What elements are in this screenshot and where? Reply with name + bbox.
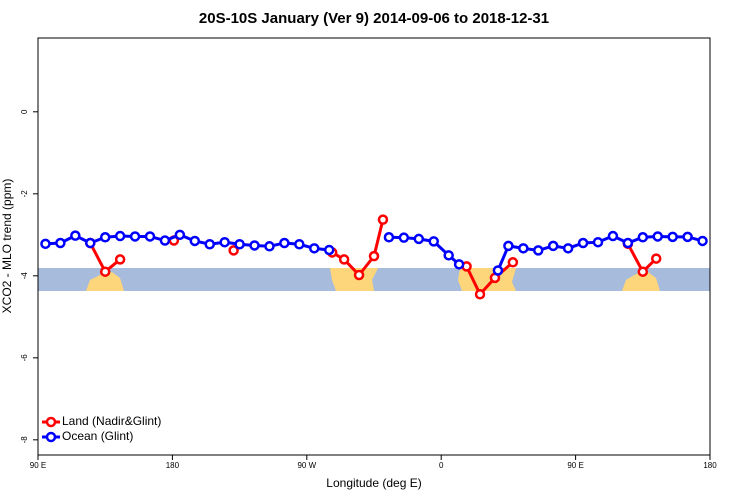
point xyxy=(637,232,649,243)
point xyxy=(234,238,245,250)
point xyxy=(114,254,126,265)
legend-label: Land (Nadir&Glint) xyxy=(62,414,161,428)
point xyxy=(562,243,574,254)
land-shape xyxy=(330,268,378,291)
point xyxy=(55,237,66,249)
point xyxy=(70,230,81,241)
x-tick-label: 180 xyxy=(703,461,717,470)
point xyxy=(507,257,519,268)
x-tick-label: 180 xyxy=(166,461,180,470)
point xyxy=(40,238,51,250)
point xyxy=(650,253,662,264)
point xyxy=(294,238,305,250)
y-tick-label: 0 xyxy=(20,109,29,114)
point xyxy=(607,230,619,242)
point xyxy=(323,244,335,256)
point xyxy=(279,237,290,249)
point xyxy=(85,237,96,249)
land-shape xyxy=(622,272,660,291)
point xyxy=(174,229,186,241)
point xyxy=(204,238,215,250)
point xyxy=(428,236,439,247)
point xyxy=(264,241,275,252)
x-axis-label: Longitude (deg E) xyxy=(326,476,421,490)
point xyxy=(682,231,693,243)
point xyxy=(159,235,171,246)
point xyxy=(309,243,320,254)
point xyxy=(577,237,589,249)
point xyxy=(667,231,678,243)
x-tick-label: 90 E xyxy=(567,461,583,470)
point xyxy=(398,232,410,243)
point xyxy=(383,232,395,243)
point xyxy=(368,250,380,262)
point xyxy=(652,231,663,242)
x-tick-label: 90 W xyxy=(297,461,316,470)
legend-marker xyxy=(45,431,57,443)
y-tick-label: -6 xyxy=(20,354,29,362)
point xyxy=(503,240,514,252)
point xyxy=(443,250,454,261)
y-axis-label: XCO2 - MLO trend (ppm) xyxy=(0,179,14,314)
legend-label: Ocean (Glint) xyxy=(62,429,133,443)
point xyxy=(114,230,126,242)
y-tick-label: -4 xyxy=(20,272,29,280)
point xyxy=(99,266,111,277)
land-shape xyxy=(86,272,124,291)
point xyxy=(453,259,465,270)
chart-title: 20S-10S January (Ver 9) 2014-09-06 to 20… xyxy=(199,10,549,27)
point xyxy=(228,245,239,256)
point xyxy=(353,269,365,281)
y-tick-label: -8 xyxy=(20,436,29,444)
point xyxy=(518,243,529,254)
point xyxy=(637,266,649,277)
point xyxy=(219,236,230,248)
x-tick-label: 0 xyxy=(439,461,444,470)
x-tick-label: 90 E xyxy=(30,461,46,470)
land-ocean-band xyxy=(38,268,710,291)
point xyxy=(592,236,604,248)
point xyxy=(144,231,156,242)
y-tick-label: -2 xyxy=(20,190,29,198)
point xyxy=(474,289,486,300)
ocean-band xyxy=(38,268,710,291)
point xyxy=(492,265,504,276)
point xyxy=(338,254,350,265)
point xyxy=(697,235,708,247)
point xyxy=(249,240,260,251)
point xyxy=(129,231,141,242)
point xyxy=(377,214,389,225)
plot-frame xyxy=(37,37,711,456)
point xyxy=(99,232,111,243)
point xyxy=(622,237,634,249)
point xyxy=(547,240,559,252)
point xyxy=(533,245,544,256)
point xyxy=(413,233,425,245)
legend-marker xyxy=(45,416,57,428)
point xyxy=(189,235,201,247)
